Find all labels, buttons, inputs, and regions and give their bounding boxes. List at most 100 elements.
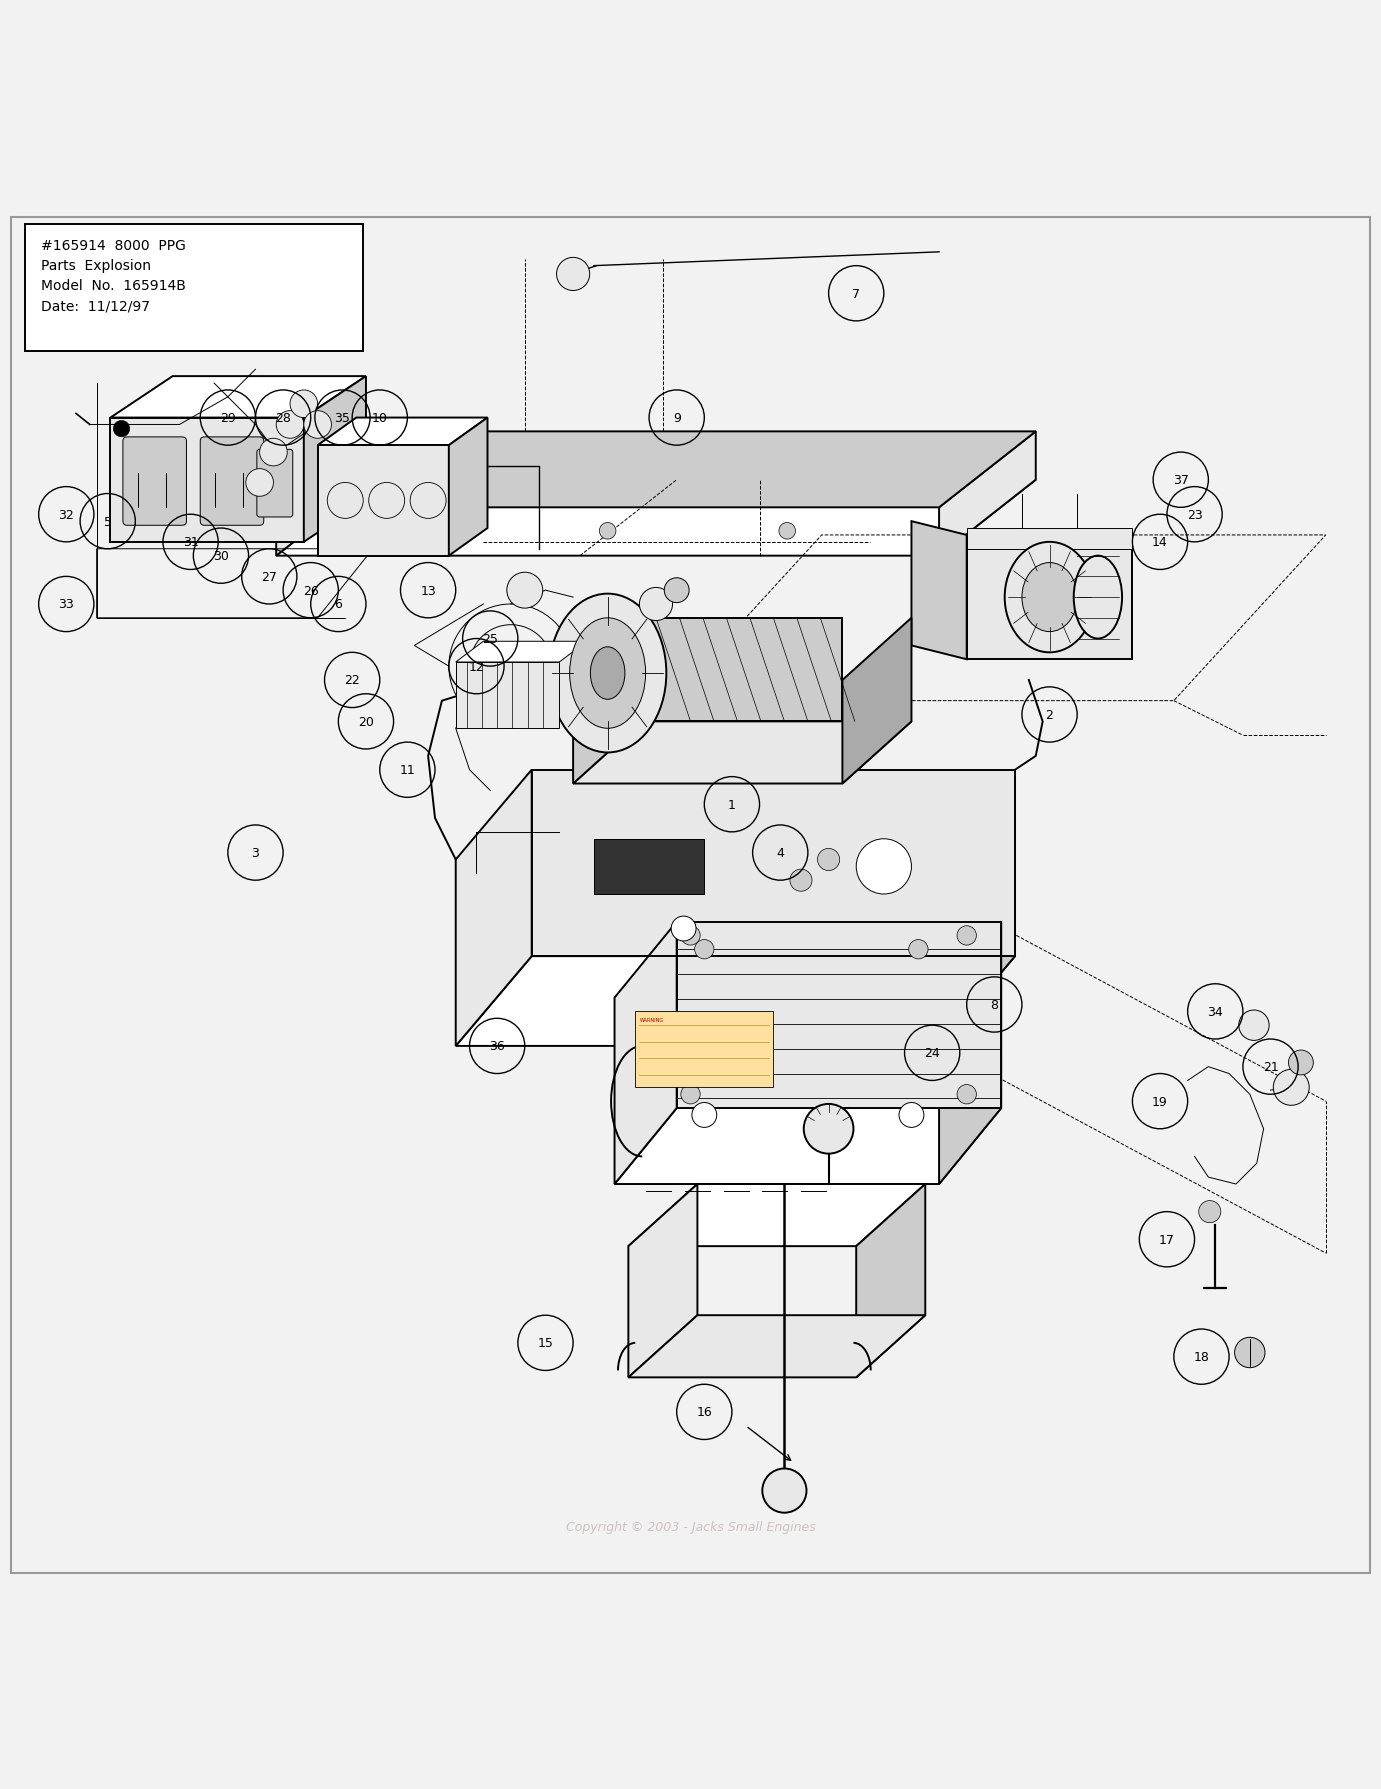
Polygon shape [276, 433, 1036, 508]
Polygon shape [110, 419, 304, 542]
Text: 31: 31 [182, 537, 199, 549]
Polygon shape [628, 1315, 925, 1378]
Ellipse shape [1074, 556, 1121, 639]
Circle shape [1239, 1011, 1269, 1041]
Ellipse shape [1004, 542, 1094, 653]
Text: 33: 33 [58, 598, 75, 612]
Text: 1: 1 [728, 798, 736, 810]
Text: 35: 35 [334, 411, 351, 424]
Circle shape [957, 927, 976, 946]
Circle shape [639, 589, 673, 621]
Circle shape [507, 572, 543, 608]
FancyBboxPatch shape [456, 662, 559, 728]
Polygon shape [276, 481, 1036, 556]
Polygon shape [110, 377, 366, 419]
Text: #165914  8000  PPG
Parts  Explosion
Model  No.  165914B
Date:  11/12/97: #165914 8000 PPG Parts Explosion Model N… [41, 240, 186, 313]
Text: 23: 23 [1186, 508, 1203, 521]
Circle shape [909, 939, 928, 959]
Text: 34: 34 [1207, 1005, 1224, 1018]
Polygon shape [967, 530, 1132, 549]
Polygon shape [318, 445, 449, 556]
Circle shape [664, 578, 689, 603]
Text: 6: 6 [334, 598, 342, 612]
Polygon shape [628, 1184, 697, 1378]
Text: 25: 25 [482, 633, 499, 646]
Text: 19: 19 [1152, 1095, 1168, 1107]
Polygon shape [856, 1184, 925, 1378]
Polygon shape [615, 921, 677, 1184]
Text: 20: 20 [358, 716, 374, 728]
Text: 10: 10 [371, 411, 388, 424]
Text: 16: 16 [696, 1406, 713, 1419]
Polygon shape [939, 921, 1001, 1184]
Circle shape [899, 1102, 924, 1127]
Ellipse shape [569, 619, 645, 728]
Text: 36: 36 [489, 1039, 505, 1052]
Text: Copyright © 2003 - Jacks Small Engines: Copyright © 2003 - Jacks Small Engines [566, 1521, 815, 1533]
Circle shape [681, 1084, 700, 1104]
Text: 26: 26 [302, 585, 319, 598]
Text: 30: 30 [213, 549, 229, 564]
Circle shape [695, 939, 714, 959]
Circle shape [557, 258, 590, 292]
Ellipse shape [590, 648, 624, 699]
Polygon shape [276, 433, 373, 556]
Text: 29: 29 [220, 411, 236, 424]
Polygon shape [456, 771, 532, 1047]
Text: 17: 17 [1159, 1233, 1175, 1247]
Circle shape [113, 420, 130, 438]
Text: 13: 13 [420, 585, 436, 598]
Polygon shape [456, 642, 587, 662]
Polygon shape [456, 957, 1015, 1047]
Circle shape [420, 522, 436, 540]
Polygon shape [304, 377, 366, 542]
Text: 4: 4 [776, 846, 784, 859]
Polygon shape [532, 771, 1015, 957]
Polygon shape [318, 419, 487, 445]
Circle shape [1235, 1338, 1265, 1369]
Circle shape [290, 390, 318, 419]
Text: 11: 11 [399, 764, 416, 776]
Polygon shape [677, 921, 1001, 1109]
Circle shape [681, 927, 700, 946]
Text: 21: 21 [1262, 1061, 1279, 1073]
Text: 12: 12 [468, 660, 485, 673]
Circle shape [276, 411, 304, 438]
FancyBboxPatch shape [25, 225, 363, 352]
Text: 8: 8 [990, 998, 998, 1011]
Text: 27: 27 [261, 571, 278, 583]
Polygon shape [939, 433, 1036, 556]
Text: 14: 14 [1152, 537, 1168, 549]
Circle shape [779, 522, 795, 540]
Text: 3: 3 [251, 846, 260, 859]
Text: 32: 32 [58, 508, 75, 521]
Polygon shape [449, 419, 487, 556]
Circle shape [762, 1469, 807, 1513]
Circle shape [671, 916, 696, 941]
Polygon shape [967, 535, 1132, 660]
Circle shape [284, 420, 301, 438]
Text: WARNING: WARNING [639, 1018, 663, 1023]
Circle shape [957, 1084, 976, 1104]
Text: 9: 9 [673, 411, 681, 424]
Circle shape [260, 438, 287, 467]
Text: 24: 24 [924, 1047, 940, 1059]
Ellipse shape [1022, 564, 1077, 632]
Text: 7: 7 [852, 288, 860, 301]
Circle shape [790, 869, 812, 891]
Circle shape [1199, 1200, 1221, 1224]
Circle shape [246, 469, 273, 497]
Polygon shape [911, 522, 967, 660]
Text: 28: 28 [275, 411, 291, 424]
Polygon shape [628, 1184, 925, 1247]
FancyBboxPatch shape [257, 451, 293, 517]
Text: 18: 18 [1193, 1351, 1210, 1363]
Text: 5: 5 [104, 515, 112, 528]
Text: 2: 2 [1045, 708, 1054, 721]
Polygon shape [842, 619, 911, 784]
Text: 22: 22 [344, 674, 360, 687]
FancyBboxPatch shape [635, 1013, 773, 1088]
Circle shape [818, 850, 840, 871]
Ellipse shape [548, 594, 666, 753]
Polygon shape [642, 619, 842, 723]
